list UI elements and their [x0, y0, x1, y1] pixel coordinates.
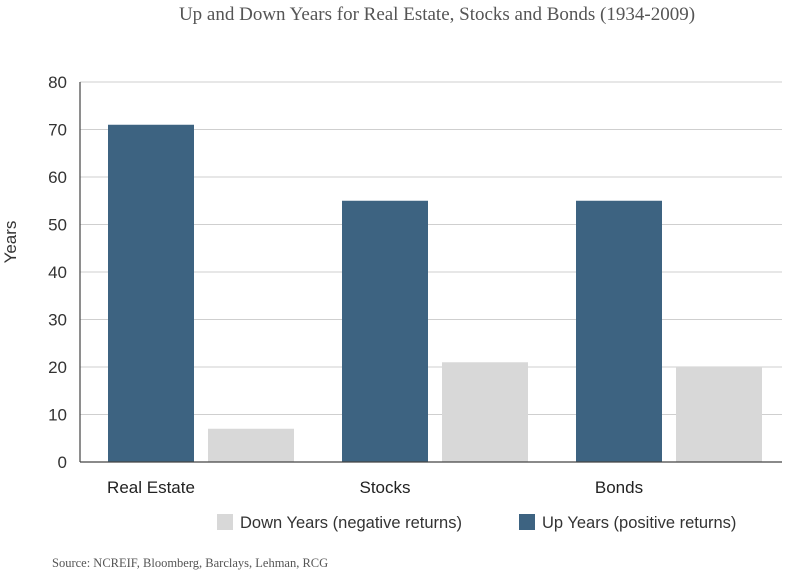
y-tick-label-10: 10: [48, 406, 67, 425]
legend-label-down-years: Down Years (negative returns): [240, 514, 462, 532]
x-tick-label-stocks: Stocks: [359, 478, 410, 497]
legend-label-up-years: Up Years (positive returns): [542, 514, 736, 532]
bar-real-estate-down-years: [208, 428, 294, 462]
source-note: Source: NCREIF, Bloomberg, Barclays, Leh…: [52, 556, 328, 570]
legend-swatch-up-years: [519, 514, 535, 530]
bar-stocks-down-years: [442, 362, 528, 462]
legend-swatch-down-years: [217, 514, 233, 530]
y-tick-label-0: 0: [58, 453, 67, 472]
y-tick-label-20: 20: [48, 358, 67, 377]
y-tick-label-70: 70: [48, 121, 67, 140]
y-tick-label-30: 30: [48, 311, 67, 330]
chart-title: Up and Down Years for Real Estate, Stock…: [179, 4, 695, 25]
y-tick-label-60: 60: [48, 168, 67, 187]
x-tick-label-real-estate: Real Estate: [107, 478, 195, 497]
x-tick-label-bonds: Bonds: [595, 478, 643, 497]
y-tick-label-50: 50: [48, 216, 67, 235]
bars: [108, 124, 762, 462]
legend: Down Years (negative returns) Up Years (p…: [217, 514, 736, 532]
y-tick-label-40: 40: [48, 263, 67, 282]
x-axis-category-labels: Real Estate Stocks Bonds: [107, 478, 643, 497]
bar-real-estate-up-years: [108, 124, 194, 462]
bar-bonds-up-years: [576, 200, 662, 462]
y-tick-label-80: 80: [48, 73, 67, 92]
bar-bonds-down-years: [676, 367, 762, 462]
y-axis-label: Years: [1, 221, 20, 264]
y-axis-tick-labels: 0 10 20 30 40 50 60 70 80: [48, 73, 67, 472]
bar-stocks-up-years: [342, 200, 428, 462]
grid-lines: [80, 81, 782, 415]
